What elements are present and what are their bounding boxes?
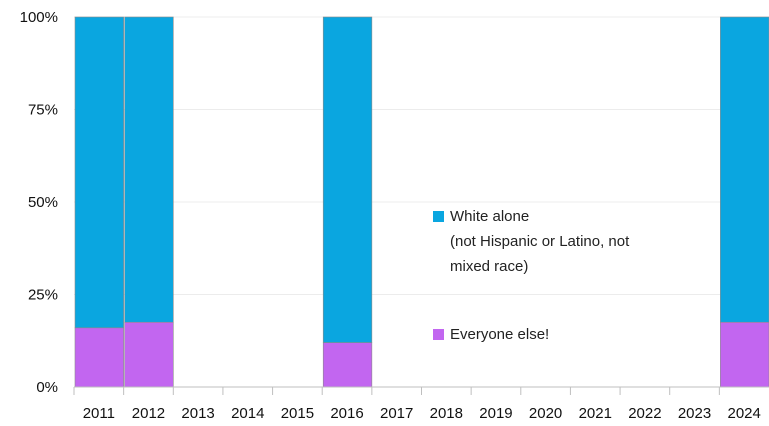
- x-axis-ticks: 2011 2012 2013 2014 2015 2016 2017 2018 2019 2020…: [73, 387, 761, 422]
- x-tick-label-2013: 2013: [181, 405, 214, 422]
- bar-2016-everyone-else: [322, 342, 373, 388]
- x-tick-label-2012: 2012: [132, 405, 165, 422]
- x-tick-label-2020: 2020: [529, 405, 562, 422]
- bar-2011-everyone-else: [74, 327, 124, 388]
- legend-item-white-alone: White alone (not Hispanic or Latino, not…: [433, 208, 630, 275]
- x-tick-label-2016: 2016: [330, 405, 363, 422]
- gridlines: [74, 16, 769, 295]
- y-tick-label: 75%: [28, 102, 58, 119]
- bar-2011-white-alone: [74, 16, 124, 329]
- x-tick-label-2024: 2024: [727, 405, 760, 422]
- x-tick-label-2014: 2014: [231, 405, 264, 422]
- x-tick-label-2023: 2023: [678, 405, 711, 422]
- bar-2012-white-alone: [124, 16, 174, 323]
- y-tick-label: 100%: [20, 9, 58, 26]
- x-tick-label-2021: 2021: [579, 405, 612, 422]
- x-tick-label-2019: 2019: [479, 405, 512, 422]
- legend-swatch-everyone-else: [433, 329, 444, 340]
- bar-2024-everyone-else: [720, 321, 769, 388]
- legend-label-white-alone-line-2: (not Hispanic or Latino, not: [450, 233, 630, 250]
- y-tick-label: 50%: [28, 194, 58, 211]
- legend-swatch-white-alone: [433, 211, 444, 222]
- y-axis-ticks: 0% 25% 50% 75% 100%: [20, 9, 58, 396]
- bar-2012-everyone-else: [124, 321, 174, 388]
- x-tick-label-2022: 2022: [628, 405, 661, 422]
- y-tick-label: 25%: [28, 287, 58, 304]
- bars: [74, 16, 769, 388]
- legend: White alone (not Hispanic or Latino, not…: [433, 208, 630, 343]
- x-tick-label-2017: 2017: [380, 405, 413, 422]
- x-tick-label-2015: 2015: [281, 405, 314, 422]
- x-tick-label-2018: 2018: [430, 405, 463, 422]
- bar-2016-white-alone: [322, 16, 373, 343]
- x-tick-label-2011: 2011: [83, 405, 115, 422]
- legend-label-white-alone-line-1: White alone: [450, 208, 529, 225]
- y-tick-label: 0%: [36, 379, 58, 396]
- bar-2024-white-alone: [720, 16, 769, 323]
- legend-label-white-alone-line-3: mixed race): [450, 258, 528, 275]
- legend-label-everyone-else: Everyone else!: [450, 326, 549, 343]
- legend-item-everyone-else: Everyone else!: [433, 326, 549, 343]
